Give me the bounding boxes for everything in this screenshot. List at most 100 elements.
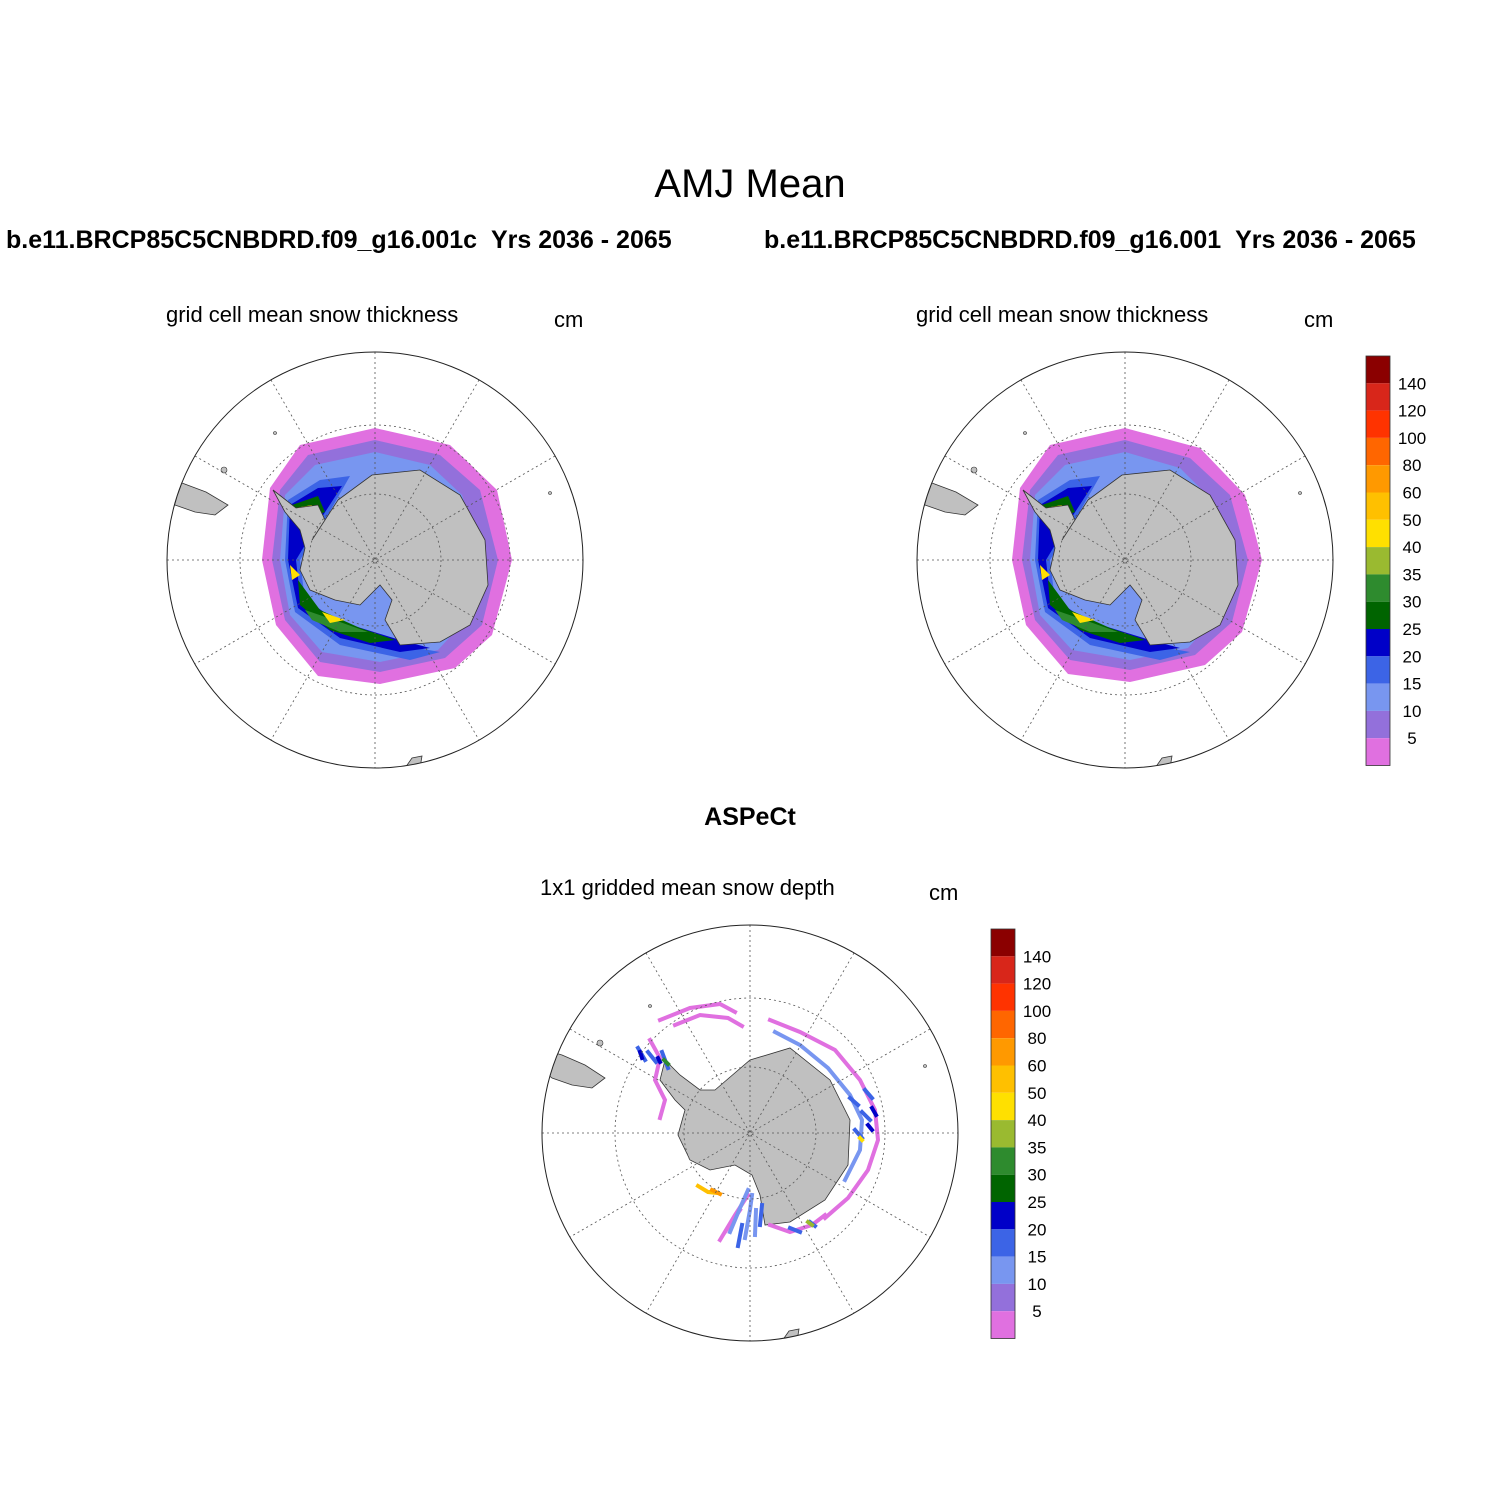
colorbar-swatch [1366, 629, 1390, 657]
ship-tracks [635, 1001, 881, 1249]
colorbar-label: 5 [1032, 1302, 1041, 1321]
colorbar-label: 100 [1398, 429, 1426, 448]
track-weddell-north [657, 1001, 745, 1029]
colorbar-swatch [1366, 683, 1390, 711]
track-east-dark [865, 1105, 879, 1133]
case-name-right: b.e11.BRCP85C5CNBDRD.f09_g16.001 [764, 226, 1222, 254]
island [548, 491, 552, 495]
case-years-left: Yrs 2036 - 2065 [490, 226, 672, 254]
colorbar-swatch [991, 1311, 1015, 1339]
colorbar-label: 25 [1028, 1193, 1047, 1212]
colorbar-label: 30 [1403, 593, 1422, 612]
observation-title: ASPeCt [704, 803, 796, 831]
map-border [541, 924, 959, 1342]
colorbar-swatch [991, 1229, 1015, 1257]
colorbar-label: 10 [1028, 1275, 1047, 1294]
case-name-left: b.e11.BRCP85C5CNBDRD.f09_g16.001c [6, 226, 478, 254]
colorbar-swatch [991, 983, 1015, 1011]
map-panel-left [166, 351, 584, 769]
island [648, 1004, 652, 1008]
track-east-inner [772, 1029, 865, 1183]
colorbar-label: 30 [1028, 1166, 1047, 1185]
island [1023, 431, 1027, 435]
graticule [167, 352, 583, 768]
colorbar-swatch [991, 1010, 1015, 1039]
colorbar-label: 140 [1023, 947, 1051, 966]
map-border [916, 351, 1334, 769]
colorbar-swatch [991, 929, 1015, 957]
antarctica-land [272, 469, 489, 646]
track-east-blue [847, 1087, 875, 1141]
panel-title-right: grid cell mean snow thickness [916, 302, 1209, 327]
track-peninsula-dark [637, 1049, 663, 1065]
map-border [166, 351, 584, 769]
colorbar-label: 80 [1028, 1029, 1047, 1048]
colorbar-swatch [1366, 410, 1390, 438]
colorbar-border [990, 928, 1016, 1339]
colorbar-swatch [991, 1120, 1015, 1148]
colorbar-swatch [991, 956, 1015, 984]
figure-title: AMJ Mean [654, 162, 846, 206]
colorbar-swatch [1366, 437, 1390, 466]
colorbar-swatch [991, 1174, 1015, 1202]
colorbar-label: 50 [1028, 1084, 1047, 1103]
track-peninsula-green [661, 1057, 671, 1067]
colorbar-swatch [1366, 383, 1390, 411]
panel-title-bottom: 1x1 gridded mean snow depth [540, 875, 835, 900]
colorbar-swatch [991, 1065, 1015, 1093]
colorbar-label: 40 [1028, 1111, 1047, 1130]
colorbar-label: 60 [1403, 484, 1422, 503]
track-amundsen [767, 1212, 828, 1235]
colorbar-bottom: 140 120 100 80 60 50 40 35 30 25 20 15 10 5 [990, 928, 1051, 1339]
island [220, 466, 228, 474]
colorbar-label: 60 [1028, 1057, 1047, 1076]
track-east-yellow [857, 1135, 865, 1143]
colorbar-label: 100 [1023, 1002, 1051, 1021]
colorbar-swatch [1366, 656, 1390, 684]
island [970, 466, 978, 474]
units-label-right: cm [1304, 307, 1334, 332]
graticule [917, 352, 1333, 768]
colorbar-border [1365, 355, 1391, 766]
colorbar-swatch [991, 1283, 1015, 1312]
colorbar-swatch [991, 1256, 1015, 1284]
track-ross-15 [735, 1202, 765, 1249]
antarctica-land [1022, 469, 1239, 646]
case-years-right: Yrs 2036 - 2065 [1235, 226, 1416, 254]
colorbar-swatch [991, 1202, 1015, 1230]
colorbar-label: 5 [1407, 729, 1416, 748]
antarctica-land [659, 1047, 851, 1226]
colorbar-swatch [991, 1038, 1015, 1066]
track-peninsula [647, 1037, 668, 1121]
graticule [542, 925, 958, 1341]
island [1298, 491, 1302, 495]
colorbar-label: 120 [1023, 975, 1051, 994]
colorbar-swatch [1366, 492, 1390, 520]
colorbar-label: 10 [1403, 702, 1422, 721]
colorbar-label: 35 [1403, 565, 1422, 584]
colorbar-label: 120 [1398, 402, 1426, 421]
colorbar-swatch [1366, 710, 1390, 739]
colorbar-swatch [1366, 738, 1390, 766]
colorbar-label: 15 [1403, 675, 1422, 694]
model-snow-field-right [917, 428, 1302, 768]
colorbar-swatch [1366, 547, 1390, 575]
colorbar-label: 35 [1028, 1138, 1047, 1157]
colorbar-label: 140 [1398, 374, 1426, 393]
colorbar-swatch [1366, 574, 1390, 602]
panel-title-left: grid cell mean snow thickness [166, 302, 459, 327]
track-amundsen-green [805, 1219, 815, 1228]
map-panel-right [916, 351, 1334, 769]
colorbar-label: 20 [1403, 647, 1422, 666]
model-snow-field-left [167, 428, 552, 768]
colorbar-swatch [991, 1092, 1015, 1121]
units-label-left: cm [554, 307, 584, 332]
colorbar-swatch [991, 1147, 1015, 1175]
island [273, 431, 277, 435]
colorbar-label: 40 [1403, 538, 1422, 557]
units-label-bottom: cm [929, 880, 959, 905]
colorbar-swatch [1366, 601, 1390, 629]
colorbar-swatch [1366, 356, 1390, 384]
colorbar-top: 140 120 100 80 60 50 40 35 30 25 20 15 10 5 [1365, 355, 1426, 766]
colorbar-label: 25 [1403, 620, 1422, 639]
